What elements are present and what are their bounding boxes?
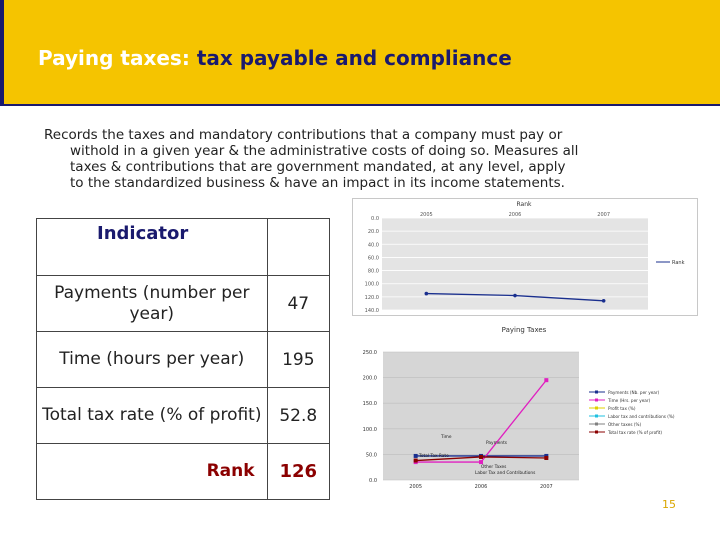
chart-annotation: Payments: [486, 440, 508, 446]
y-tick-label: 50.0: [366, 452, 377, 458]
rank-label: Rank: [36, 443, 268, 500]
table-row: Payments (number per year) 47: [36, 275, 331, 332]
table-header-row: Indicator: [36, 218, 331, 276]
table-rank-row: Rank 126: [36, 443, 331, 500]
y-tick-label: 100.0: [363, 427, 377, 433]
y-tick-label: 0.0: [369, 478, 377, 484]
indicator-label: Payments (number per year): [36, 275, 268, 332]
indicator-label: Time (hours per year): [36, 331, 268, 388]
description-line: withold in a given year & the administra…: [70, 143, 579, 159]
y-tick-label: 60.0: [368, 255, 379, 261]
y-tick-label: 100.0: [365, 282, 379, 288]
data-point: [513, 293, 517, 298]
legend-label: Payments (Nb. per year): [608, 390, 660, 395]
table-row: Time (hours per year) 195: [36, 331, 331, 388]
y-tick-label: 200.0: [363, 376, 377, 382]
description-line: to the standardized business & have an i…: [70, 175, 565, 191]
data-point: [544, 453, 549, 458]
x-tick-label: 2006: [475, 484, 488, 490]
data-point: [413, 458, 418, 463]
slide-title: Paying taxes: tax payable and compliance: [38, 46, 512, 70]
page-number: 15: [662, 498, 676, 511]
legend-marker: [595, 414, 598, 418]
legend-marker: [595, 398, 598, 402]
indicator-value: 195: [266, 331, 331, 388]
data-point: [424, 291, 429, 296]
data-point: [479, 454, 483, 459]
legend-label: Labor tax and contributions (%): [608, 414, 675, 419]
data-point: [544, 455, 549, 460]
legend-marker: [595, 430, 598, 434]
slide-header: Paying taxes: tax payable and compliance: [0, 0, 720, 106]
indicator-table: Indicator Payments (number per year) 47 …: [36, 218, 331, 500]
header-accent-bar: [0, 0, 4, 106]
description: Records the taxes and mandatory contribu…: [44, 127, 684, 191]
indicator-label: Total tax rate (% of profit): [36, 387, 268, 444]
y-tick-label: 250.0: [363, 350, 377, 356]
y-tick-label: 0.0: [371, 216, 379, 222]
legend-marker: [595, 406, 598, 410]
y-tick-label: 80.0: [368, 269, 379, 275]
x-tick-label: 2007: [540, 484, 553, 490]
data-point: [413, 453, 418, 458]
legend-marker: [595, 422, 598, 426]
data-point: [601, 299, 606, 303]
paying-taxes-chart: Paying Taxes 0.0 50.0 100.0 150.0 200.0 250.0 2…: [363, 326, 675, 490]
chart-annotation: Other Taxes: [481, 464, 507, 470]
rank-chart: Rank 0.0 20.0 40.0 60.0 80.0 100.0 120.0 140.0 20…: [352, 198, 698, 316]
description-line: Records the taxes and mandatory contribu…: [44, 127, 563, 143]
legend-label: Profit tax (%): [608, 406, 636, 411]
chart-annotation: Total Tax Rate: [418, 453, 449, 459]
legend-label: Total tax rate (% of profit): [607, 430, 662, 435]
x-tick-label: 2006: [509, 212, 522, 218]
indicator-value: 52.8: [266, 387, 331, 444]
chart-annotation: Time: [440, 434, 452, 440]
y-tick-label: 140.0: [365, 308, 379, 314]
legend-label: Other taxes (%): [608, 422, 641, 427]
data-point: [544, 378, 549, 383]
table-row: Total tax rate (% of profit) 52.8: [36, 387, 331, 444]
title-part1: Paying taxes:: [38, 46, 190, 70]
legend-marker: [595, 390, 598, 394]
x-tick-label: 2005: [409, 484, 422, 490]
chart-title: Paying Taxes: [502, 326, 547, 334]
y-tick-label: 120.0: [365, 295, 379, 301]
indicator-value: 47: [266, 275, 331, 332]
x-tick-label: 2007: [597, 212, 610, 218]
chart-annotation: Labor Tax and Contributions: [475, 470, 536, 476]
legend-label: Time (Hrs. per year): [607, 398, 651, 403]
chart-title: Rank: [517, 201, 533, 208]
rank-value: 126: [266, 443, 331, 500]
indicator-header: Indicator: [36, 218, 268, 276]
description-line: taxes & contributions that are governmen…: [70, 159, 566, 175]
data-point: [479, 460, 483, 465]
legend-label: Rank: [672, 260, 685, 266]
value-header: [266, 218, 331, 276]
x-tick-label: 2005: [420, 212, 433, 218]
title-part2: tax payable and compliance: [196, 46, 512, 70]
y-tick-label: 20.0: [368, 229, 379, 235]
y-tick-label: 40.0: [368, 242, 379, 248]
y-tick-label: 150.0: [363, 401, 377, 407]
